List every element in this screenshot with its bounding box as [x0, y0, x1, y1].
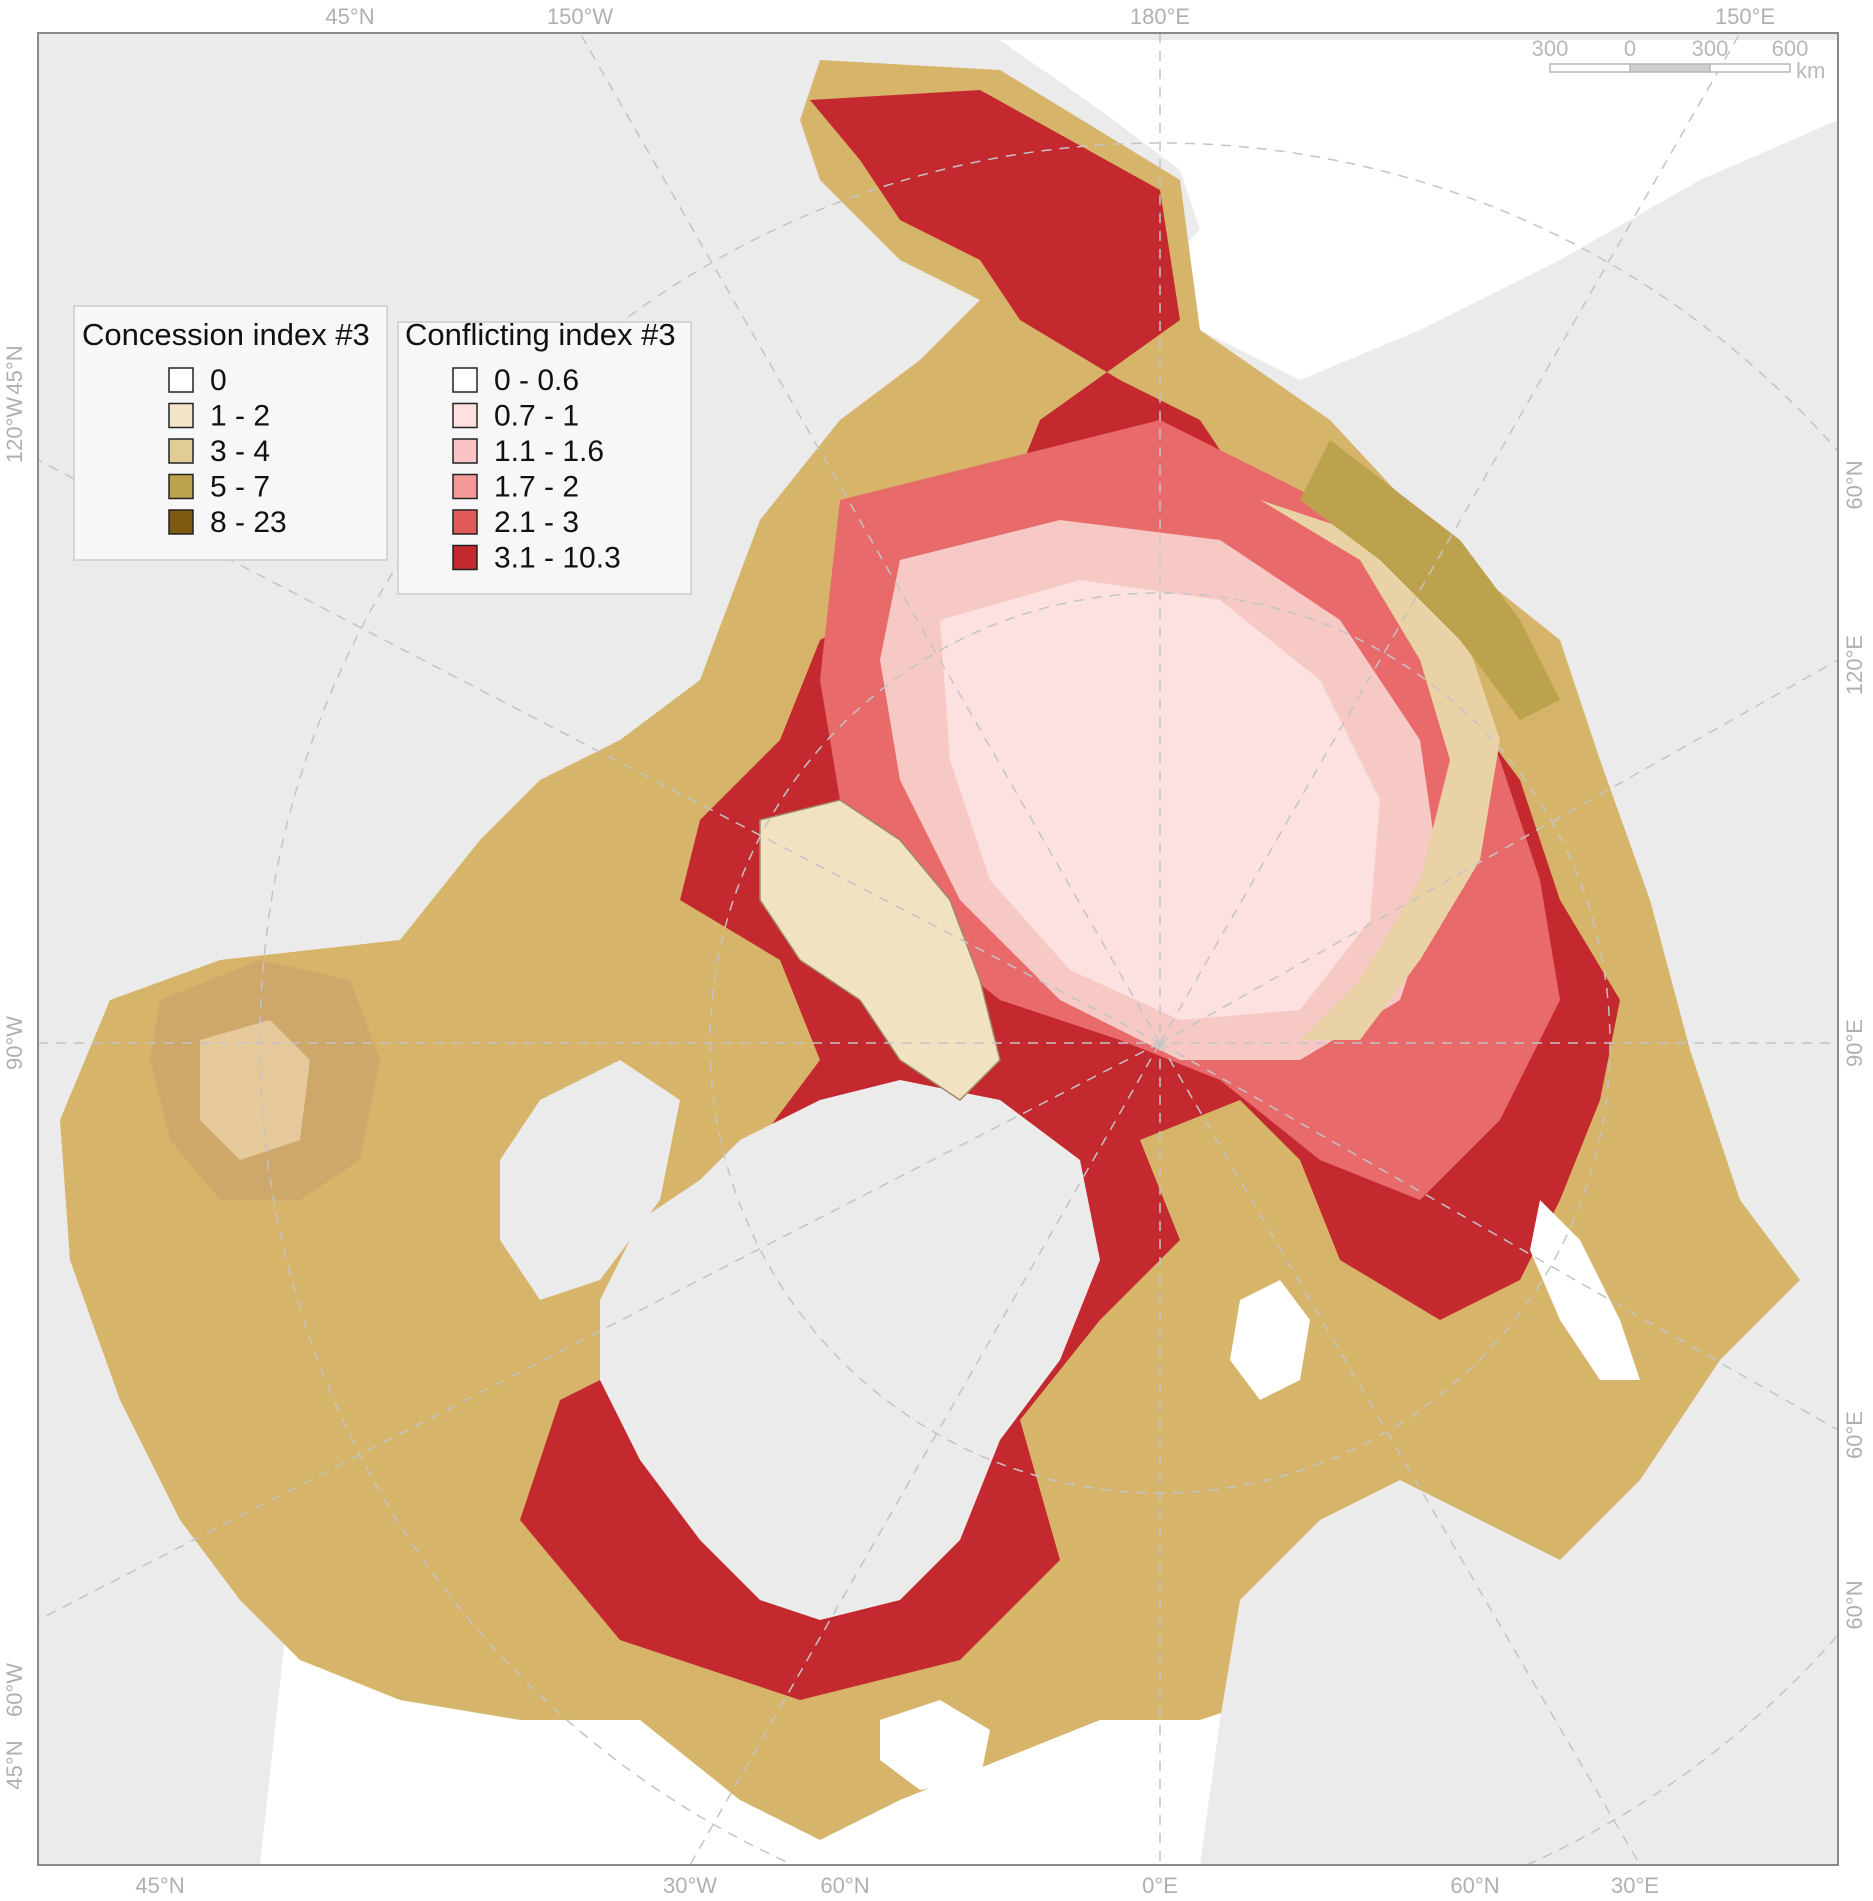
legend-conflicting-title: Conflicting index #3	[405, 317, 676, 352]
legend-concession-label-0: 0	[210, 364, 227, 397]
legend-concession-swatch-0	[168, 367, 194, 393]
legend-conflicting: Conflicting index #3 0 - 0.60.7 - 11.1 -…	[397, 317, 692, 595]
legend-conflicting-label-2: 1.1 - 1.6	[494, 435, 604, 468]
legend-conflicting-label-4: 2.1 - 3	[494, 506, 579, 539]
legend-concession-label-4: 8 - 23	[210, 506, 287, 539]
hudson-bay-inner	[200, 1020, 310, 1160]
scale-tick-1: 300	[1532, 36, 1569, 61]
coord-right-3: 90°E	[1842, 1019, 1867, 1067]
legend-concession-swatch-4	[168, 509, 194, 535]
coord-right-1: 60°N	[1842, 460, 1867, 509]
legend-conflicting-label-0: 0 - 0.6	[494, 364, 579, 397]
map-frame	[37, 32, 1839, 1866]
scale-tick-2: 0	[1624, 36, 1636, 61]
legend-concession-swatch-3	[168, 473, 194, 500]
legend-conflicting-swatch-5	[452, 544, 478, 571]
scale-tick-4: 600	[1772, 36, 1809, 61]
novaya-zemlya	[1530, 1200, 1640, 1380]
legend-conflicting-label-1: 0.7 - 1	[494, 400, 579, 433]
legend-conflicting-swatch-3	[452, 473, 478, 500]
scandinavia	[1200, 1480, 1838, 1865]
legend-concession-label-2: 3 - 4	[210, 435, 270, 468]
legend-concession-label-3: 5 - 7	[210, 471, 270, 504]
map-layers	[38, 40, 1838, 1865]
coord-bottom-3: 60°N	[820, 1873, 869, 1898]
legend-conflicting-swatch-0	[452, 367, 478, 393]
coord-bottom-1: 45°N	[135, 1873, 184, 1898]
arctic-index-lightest	[940, 580, 1380, 1020]
coord-left-4: 45°N	[2, 1740, 27, 1789]
baffin-island	[500, 1060, 680, 1300]
legend-conflicting-swatch-1	[452, 402, 478, 429]
scale-tick-3: 300	[1692, 36, 1729, 61]
legend-conflicting-label-5: 3.1 - 10.3	[494, 542, 621, 575]
scale-bar: 300 0 300 600 km	[1532, 36, 1826, 83]
coord-left-3: 90°W	[2, 1016, 27, 1070]
coord-bottom-5: 60°N	[1450, 1873, 1499, 1898]
legend-conflicting-label-3: 1.7 - 2	[494, 471, 579, 504]
coord-bottom-2: 30°W	[663, 1873, 717, 1898]
coord-top-2: 150°W	[547, 4, 614, 29]
canadian-islands	[759, 799, 1001, 1101]
coord-right-2: 120°E	[1842, 635, 1867, 695]
iceland	[880, 1700, 990, 1790]
coord-bottom-4: 0°E	[1142, 1873, 1178, 1898]
ocean-pacific-area	[1000, 40, 1838, 380]
concession-east-band	[1260, 500, 1500, 1040]
legend-concession-box	[73, 305, 388, 561]
coord-left-2: 45°N	[2, 345, 27, 394]
legend-concession-swatch-1	[168, 402, 194, 429]
greenland	[600, 1080, 1100, 1620]
coord-top-3: 180°E	[1130, 4, 1190, 29]
coord-right-4: 60°E	[1842, 1411, 1867, 1459]
coord-right-5: 60°N	[1842, 1580, 1867, 1629]
svalbard	[1230, 1280, 1310, 1400]
legend-conflicting-swatch-2	[452, 438, 478, 464]
coord-left-5: 60°W	[2, 1663, 27, 1717]
legend-concession-swatch-2	[168, 438, 194, 464]
legend-concession-label-1: 1 - 2	[210, 400, 270, 433]
legend-conflicting-swatch-4	[452, 509, 478, 535]
legend-concession-title: Concession index #3	[82, 317, 370, 352]
coord-bottom-6: 30°E	[1611, 1873, 1659, 1898]
legend-conflicting-box	[397, 321, 692, 595]
coord-top-1: 45°N	[325, 4, 374, 29]
coord-left-1: 120°W	[2, 397, 27, 464]
concession-siberia	[1300, 440, 1560, 720]
coord-top-4: 150°E	[1715, 4, 1775, 29]
legend-concession: Concession index #3 01 - 23 - 45 - 78 - …	[73, 305, 388, 561]
scale-unit: km	[1796, 58, 1825, 83]
